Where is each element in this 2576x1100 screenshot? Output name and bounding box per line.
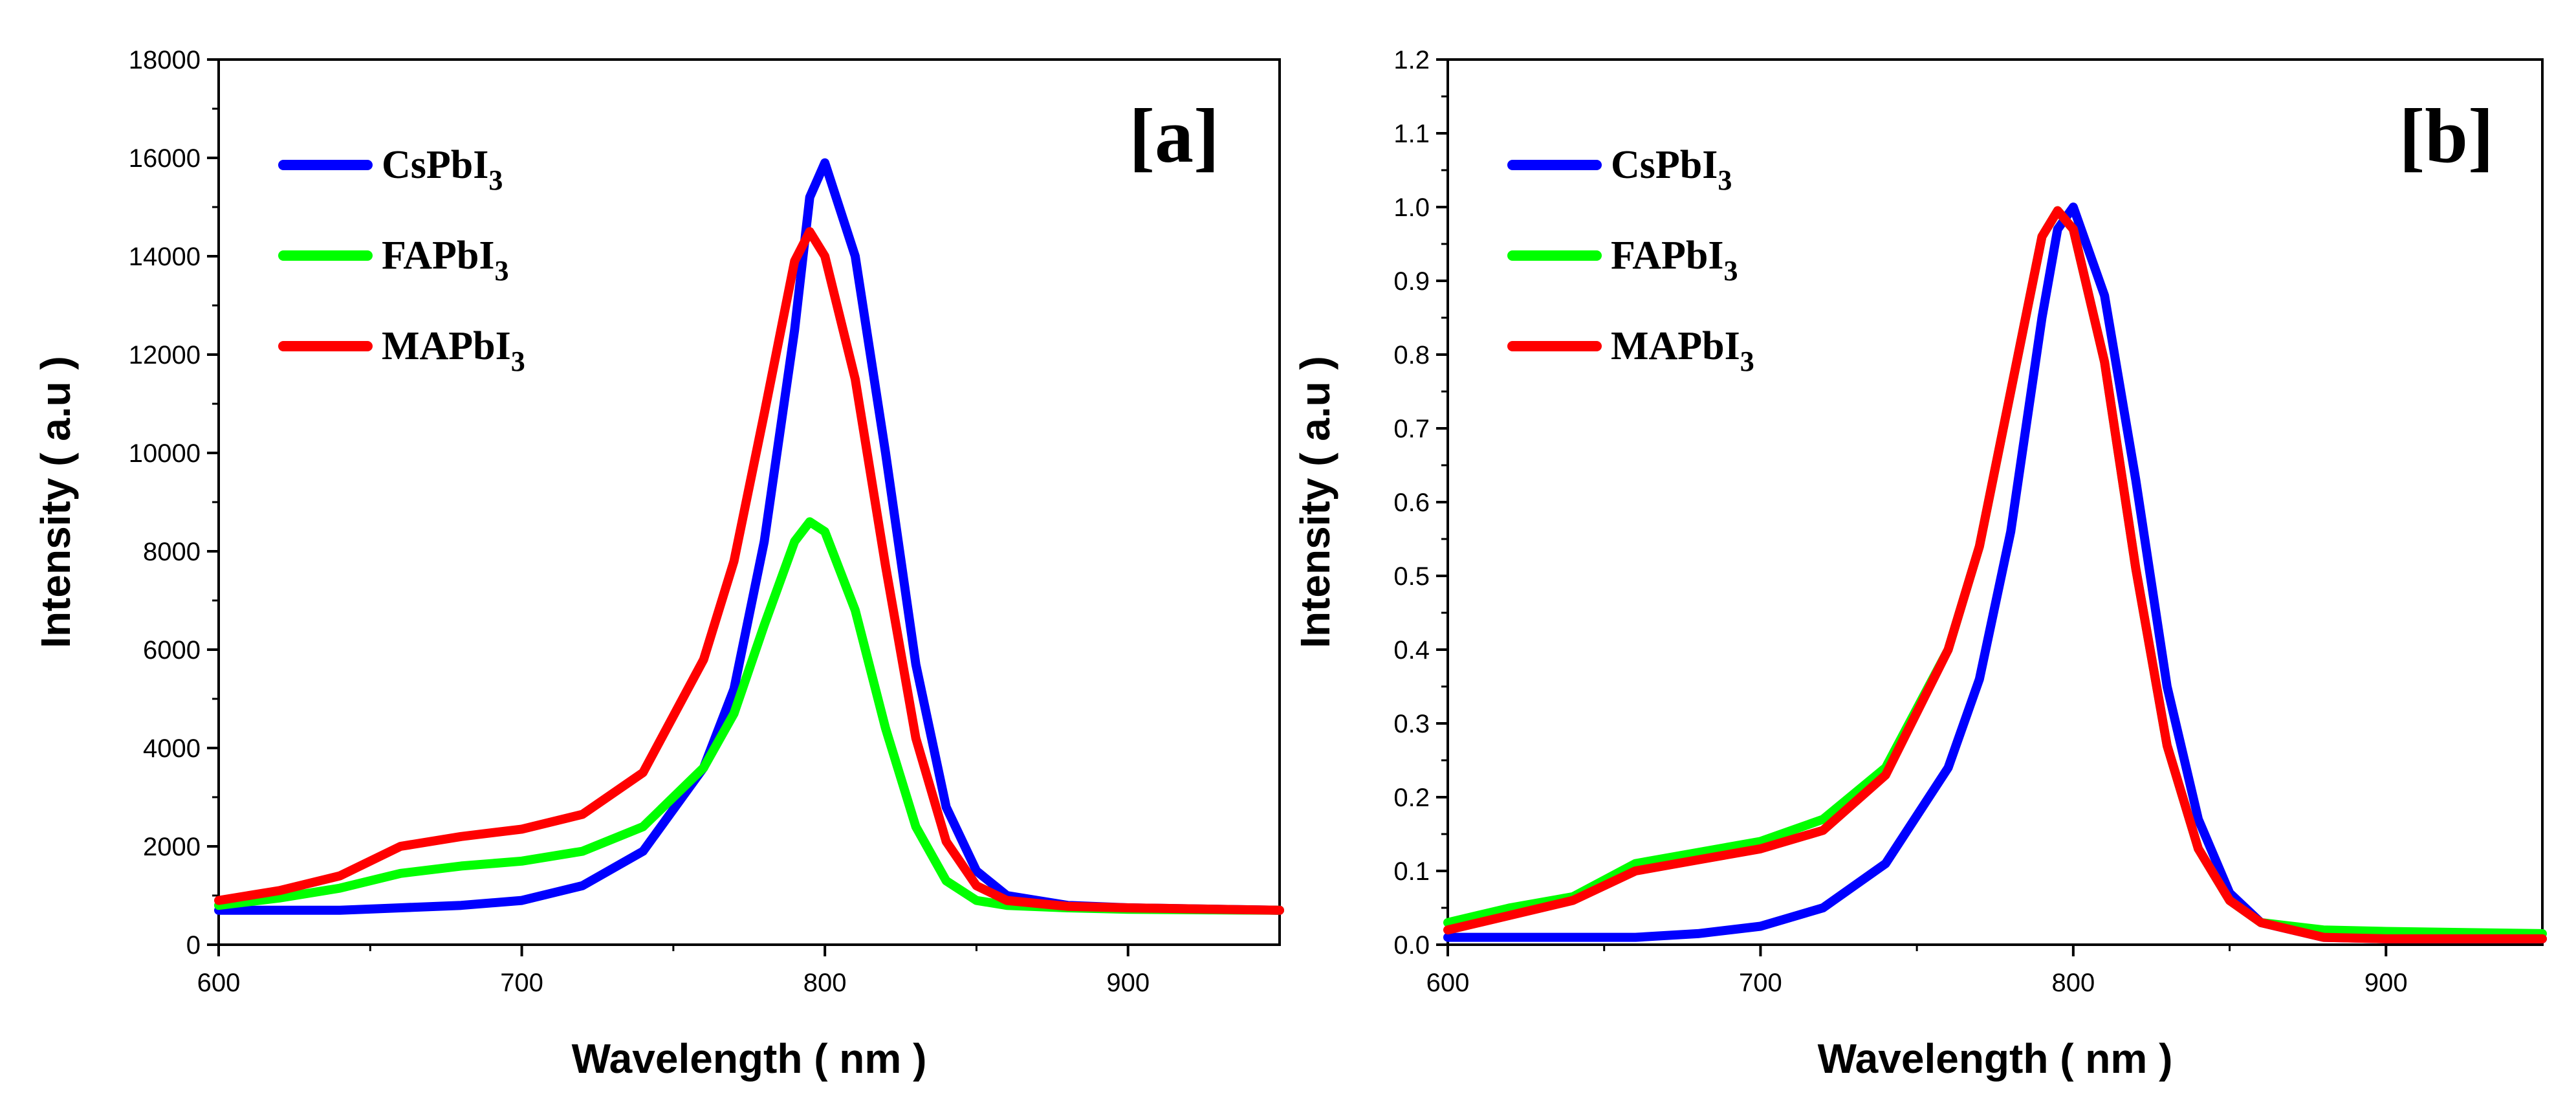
panel-b-y-tick-label: 0.7	[1393, 415, 1430, 443]
panel-b-x-tick-label: 700	[1739, 969, 1782, 997]
panel-a-x-tick-label: 700	[500, 969, 543, 997]
panel-a-y-tick-label: 0	[186, 931, 201, 960]
panel-b-y-tick-label: 0.2	[1393, 784, 1430, 812]
panel-b-legend-label: MAPbI3	[1611, 324, 1754, 377]
panel-a-y-tick-label: 14000	[129, 243, 201, 271]
panel-b-y-tick-label: 0.0	[1393, 931, 1430, 960]
panel-a-y-tick-label: 2000	[143, 833, 201, 861]
panel-a-ticks: 0 2000 4000 6000 8000 10000 12000 14000 16000 180…	[129, 46, 1150, 997]
panel-b-ticks: 0.0 0.1 0.2 0.3 0.4 0.5 0.6 0.7 0.8 0.9 1.0 1.1 1.2 6…	[1393, 46, 2407, 997]
panel-a-legend-label: MAPbI3	[382, 324, 525, 377]
panel-b-legend-label: FAPbI3	[1611, 234, 1738, 287]
panel-b-plot-frame	[1446, 58, 2544, 946]
panel-a-y-tick-label: 12000	[129, 341, 201, 369]
panel-a-series-mapbi3	[214, 227, 1284, 915]
panel-a-y-tick-label: 16000	[129, 144, 201, 173]
panel-a-y-tick-label: 10000	[129, 439, 201, 468]
panel-a-legend-label: CsPbI3	[382, 143, 503, 196]
panel-a-x-tick-label: 900	[1106, 969, 1150, 997]
panel-b-x-tick-label: 600	[1426, 969, 1470, 997]
panel-b-series	[1443, 203, 2547, 943]
panel-a-series-fapbi3	[214, 517, 1284, 915]
panel-b-x-axis-title: Wavelength ( nm )	[1818, 1035, 2173, 1082]
panel-b-series-fapbi3	[1443, 206, 2547, 938]
panel-b-series-cspbi3	[1443, 203, 2547, 943]
panel-a-label: [a]	[1129, 93, 1219, 179]
panel-b-x-tick-label: 800	[2051, 969, 2095, 997]
panel-b-y-tick-label: 0.9	[1393, 267, 1430, 296]
panel-a-series	[214, 158, 1284, 915]
panel-a-x-tick-label: 800	[803, 969, 847, 997]
panel-a-series-cspbi3	[214, 158, 1284, 915]
panel-a-legend-label: FAPbI3	[382, 234, 509, 287]
panel-a-x-axis-title: Wavelength ( nm )	[572, 1035, 927, 1082]
panel-b-y-tick-label: 0.5	[1393, 562, 1430, 591]
panel-a-x-tick-label: 600	[197, 969, 241, 997]
panel-a-legend: CsPbI3 FAPbI3 MAPbI3	[278, 143, 525, 377]
panel-a-y-tick-label: 8000	[143, 538, 201, 566]
panel-a-y-tick-label: 4000	[143, 734, 201, 763]
panel-a-y-axis-title: Intensity ( a.u )	[32, 356, 79, 648]
panel-b-chart: 0.0 0.1 0.2 0.3 0.4 0.5 0.6 0.7 0.8 0.9 1.0 1.1 1.2 6…	[1292, 46, 2547, 1082]
panel-b-y-tick-label: 0.1	[1393, 857, 1430, 886]
panel-b-y-tick-label: 1.2	[1393, 46, 1430, 74]
panel-b-y-tick-label: 0.6	[1393, 489, 1430, 517]
panel-a-y-tick-label: 6000	[143, 636, 201, 665]
panel-b-series-mapbi3	[1443, 206, 2547, 943]
panel-a-chart: 0 2000 4000 6000 8000 10000 12000 14000 16000 180…	[32, 46, 1284, 1082]
panel-b-y-tick-label: 0.3	[1393, 710, 1430, 738]
panel-b-legend-label: CsPbI3	[1611, 143, 1732, 196]
panel-b-y-tick-label: 0.8	[1393, 341, 1430, 369]
panel-b-y-tick-label: 1.1	[1393, 120, 1430, 148]
panel-b-legend: CsPbI3 FAPbI3 MAPbI3	[1507, 143, 1754, 377]
panel-b-label: [b]	[2399, 93, 2494, 179]
panel-b-x-tick-label: 900	[2364, 969, 2408, 997]
panel-b-y-axis-title: Intensity ( a.u )	[1292, 356, 1338, 648]
panel-a-y-tick-label: 18000	[129, 46, 201, 74]
panel-b-y-tick-label: 1.0	[1393, 193, 1430, 222]
panel-b-y-tick-label: 0.4	[1393, 636, 1430, 665]
